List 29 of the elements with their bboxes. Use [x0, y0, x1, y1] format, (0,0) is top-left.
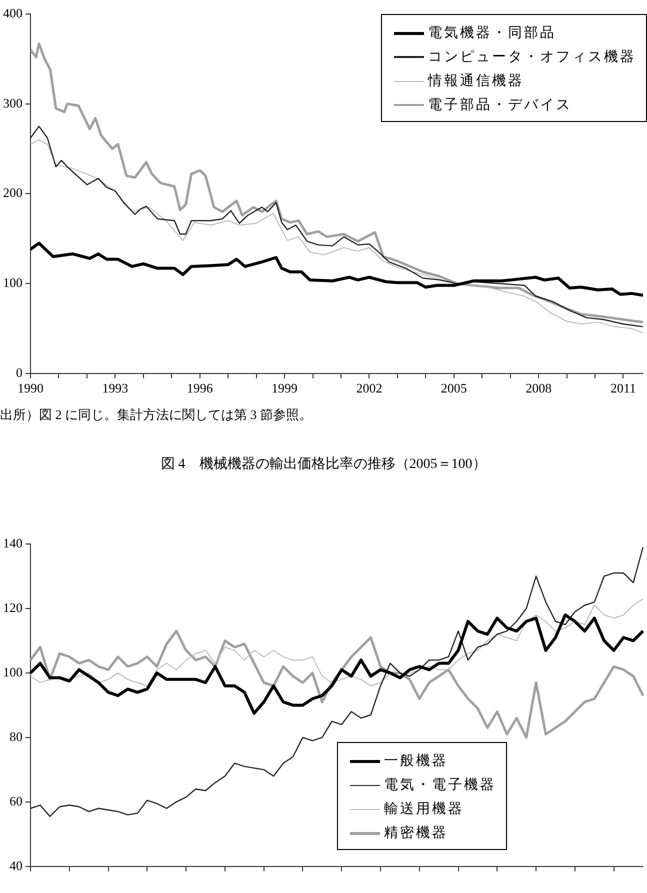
y-tick-label: 140 — [3, 535, 22, 550]
chart-title: 図 4 機械機器の輸出価格比率の推移（2005＝100） — [160, 455, 488, 473]
y-tick-label: 200 — [3, 185, 22, 200]
y-tick-label: 40 — [10, 858, 22, 873]
x-tick-label: 2002 — [356, 380, 382, 396]
y-tick-label: 300 — [3, 95, 22, 110]
y-tick-label: 80 — [10, 728, 22, 744]
y-tick-label: 100 — [3, 274, 22, 290]
legend-label: 電気・電子機器 — [384, 776, 496, 794]
legend-label: 一般機器 — [384, 752, 448, 770]
x-tick-label: 2011 — [610, 380, 636, 396]
legend-label: 輸送用機器 — [384, 800, 464, 818]
x-tick-label: 2008 — [526, 380, 552, 396]
legend-label: コンピュータ・オフィス機器 — [428, 48, 636, 66]
x-tick-label: 1993 — [102, 380, 128, 396]
y-tick-label: 100 — [3, 664, 22, 680]
x-tick-label: 1990 — [18, 380, 44, 396]
y-tick-label: 120 — [3, 600, 22, 615]
text: 出所）図 2 に同じ。集計方法に関しては第 3 節参照。 — [0, 406, 312, 424]
x-tick-label: 1999 — [272, 380, 298, 396]
y-tick-label: 60 — [10, 793, 22, 808]
x-tick-label: 1996 — [186, 380, 214, 396]
x-tick-label: 2005 — [440, 380, 467, 396]
legend-label: 電気機器・同部品 — [428, 24, 556, 42]
legend-label: 電子部品・デバイス — [428, 96, 572, 114]
legend-label: 精密機器 — [384, 824, 448, 842]
legend-label: 情報通信機器 — [428, 72, 524, 90]
y-tick-label: 0 — [16, 364, 22, 380]
y-tick-label: 400 — [3, 5, 22, 20]
